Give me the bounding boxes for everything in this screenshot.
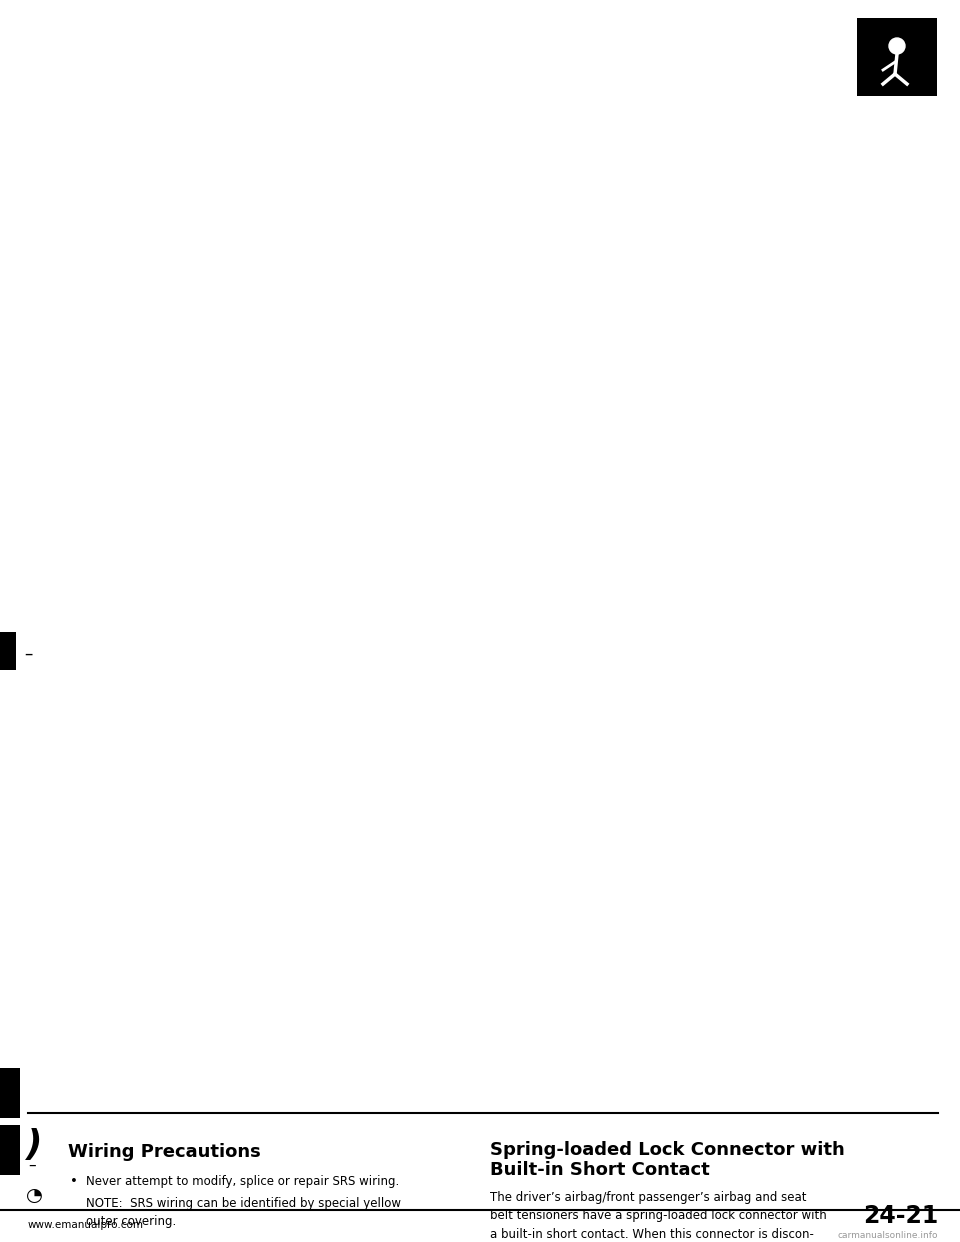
Bar	[0, 1068, 20, 1118]
Circle shape	[889, 39, 905, 53]
Bar	[857, 17, 937, 96]
Text: Never attempt to modify, splice or repair SRS wiring.: Never attempt to modify, splice or repai…	[86, 1175, 399, 1189]
Text: carmanualsonline.info: carmanualsonline.info	[837, 1231, 938, 1240]
Text: –: –	[28, 1158, 36, 1172]
Text: The driver’s airbag/front passenger’s airbag and seat
belt tensioners have a spr: The driver’s airbag/front passenger’s ai…	[490, 1191, 827, 1242]
Bar	[0, 1125, 20, 1175]
Text: 24-21: 24-21	[863, 1203, 938, 1228]
Text: www.emanualpro.com: www.emanualpro.com	[28, 1220, 144, 1230]
Bar	[0, 632, 16, 669]
Text: NOTE:  SRS wiring can be identified by special yellow
outer covering.: NOTE: SRS wiring can be identified by sp…	[86, 1197, 401, 1228]
Text: Built-in Short Contact: Built-in Short Contact	[490, 1161, 709, 1179]
Text: Wiring Precautions: Wiring Precautions	[68, 1143, 261, 1161]
Text: ): )	[26, 1128, 42, 1163]
Text: –: –	[24, 645, 33, 663]
Text: •: •	[70, 1175, 78, 1189]
Text: ◔: ◔	[26, 1186, 43, 1205]
Text: Spring-loaded Lock Connector with: Spring-loaded Lock Connector with	[490, 1141, 845, 1159]
